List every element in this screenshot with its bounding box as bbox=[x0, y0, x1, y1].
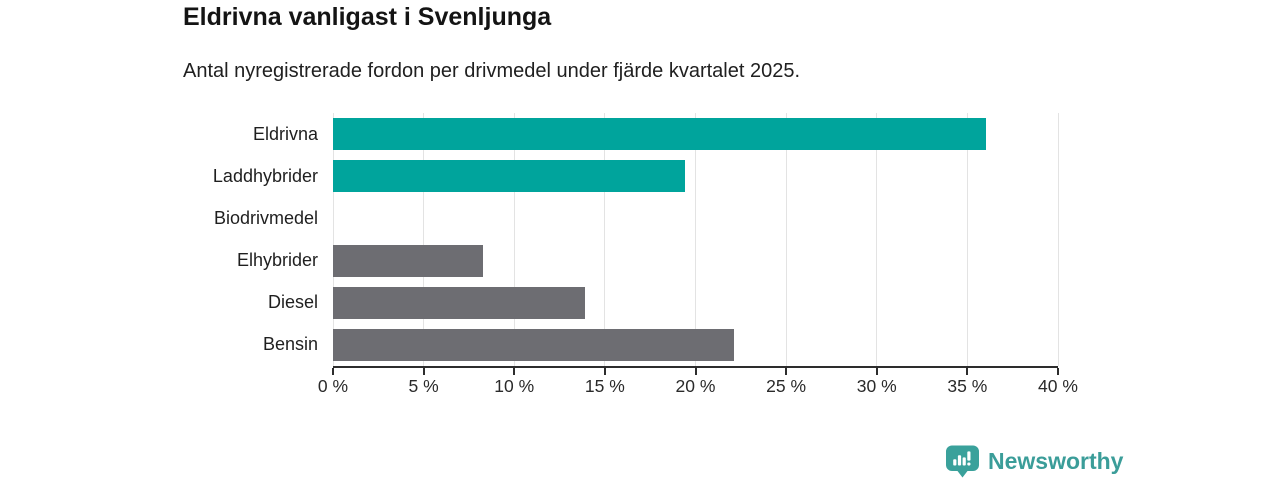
gridline bbox=[332, 113, 334, 366]
category-label: Bensin bbox=[262, 334, 318, 355]
gridline bbox=[695, 113, 696, 366]
x-axis-tick-label: 30 % bbox=[856, 376, 897, 396]
gridline bbox=[876, 113, 878, 366]
x-axis-tick-label: 40 % bbox=[1038, 376, 1078, 396]
x-axis-tick-label: 5 % bbox=[408, 376, 439, 396]
x-axis-tick bbox=[422, 368, 425, 375]
chart-title: Eldrivna vanligast i Svenljunga bbox=[183, 3, 552, 31]
x-axis-tick bbox=[785, 368, 788, 375]
x-axis-tick bbox=[875, 368, 878, 375]
newsworthy-logo-text: Newsworthy bbox=[988, 448, 1124, 474]
bar bbox=[333, 244, 484, 277]
chart-subtitle: Antal nyregistrerade fordon per drivmede… bbox=[183, 60, 801, 82]
bar bbox=[333, 118, 986, 151]
category-label: Eldrivna bbox=[252, 123, 318, 144]
gridline bbox=[785, 113, 787, 366]
category-label: Elhybrider bbox=[236, 250, 318, 271]
category-label: Biodrivmedel bbox=[213, 207, 318, 228]
gridline bbox=[966, 113, 968, 366]
newsworthy-logo: Newsworthy bbox=[945, 445, 1123, 478]
plot-area bbox=[332, 113, 1059, 368]
y-axis-labels: Eldrivna Laddhybrider Biodrivmedel Elhybrid… bbox=[0, 113, 318, 366]
gridline bbox=[513, 113, 515, 366]
category-label: Diesel bbox=[267, 292, 318, 313]
bar bbox=[333, 328, 734, 361]
x-axis-tick bbox=[603, 368, 606, 375]
category-label: Laddhybrider bbox=[212, 165, 318, 186]
x-axis-tick bbox=[966, 368, 969, 375]
x-axis-tick-label: 10 % bbox=[494, 376, 535, 396]
gridline bbox=[604, 113, 606, 366]
gridline bbox=[423, 113, 425, 366]
x-axis-tick bbox=[694, 368, 697, 375]
x-axis-tick-label: 0 % bbox=[317, 376, 349, 396]
x-axis-tick-label: 15 % bbox=[584, 376, 625, 396]
bar bbox=[333, 286, 585, 319]
x-axis-tick-label: 20 % bbox=[675, 376, 716, 396]
x-axis-tick bbox=[1057, 368, 1059, 375]
x-axis-tick bbox=[513, 368, 516, 375]
x-axis-tick-label: 35 % bbox=[947, 376, 988, 396]
x-axis-tick-label: 25 % bbox=[766, 376, 807, 396]
bar bbox=[333, 160, 685, 193]
x-axis-tick bbox=[332, 368, 334, 375]
bar-chart-speech-bubble-icon bbox=[946, 445, 979, 478]
gridline bbox=[1057, 113, 1059, 366]
